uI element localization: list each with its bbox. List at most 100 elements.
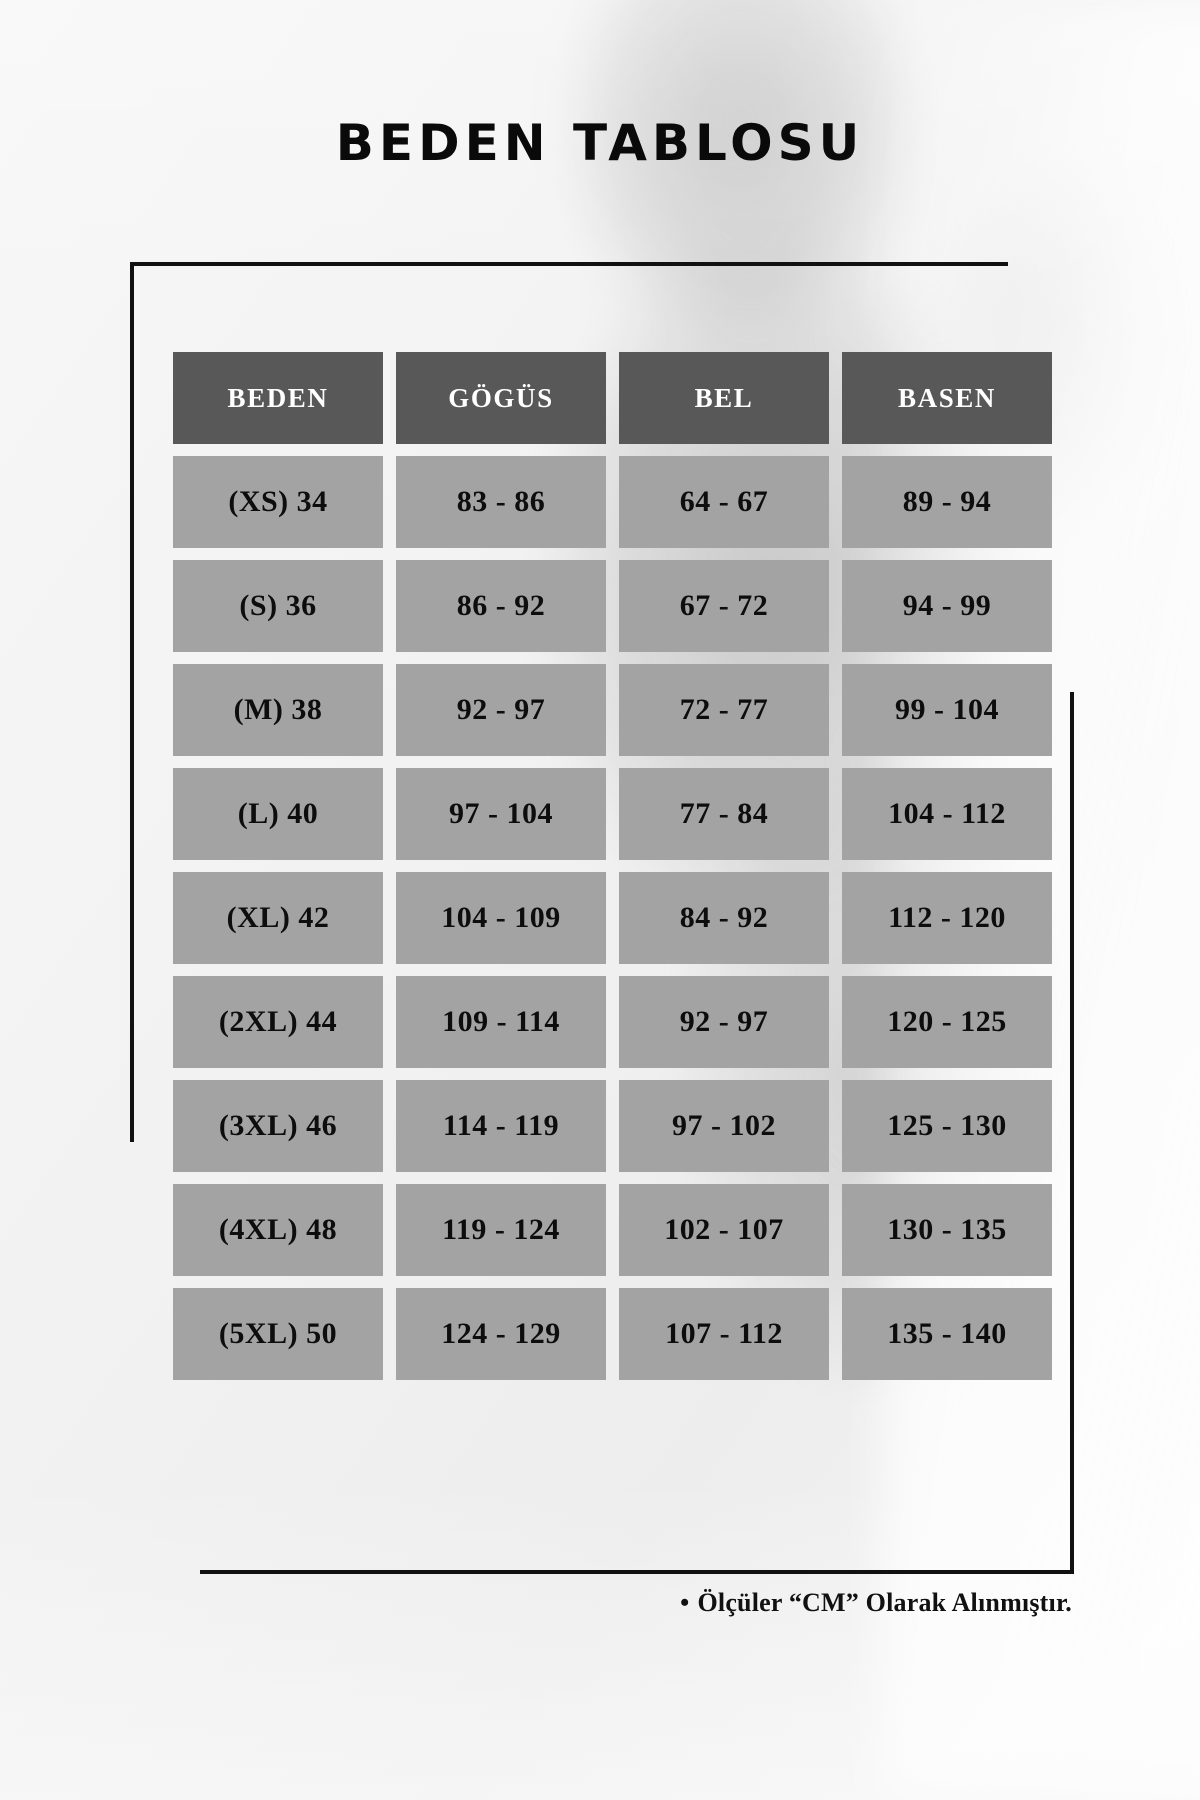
table-cell-waist-value: 84 - 92: [619, 872, 829, 964]
table-cell-hip-value: 89 - 94: [842, 456, 1052, 548]
table-row: (2XL) 44 109 - 114 92 - 97 120 - 125: [173, 976, 1052, 1068]
size-chart-table: BEDEN GÖGÜS BEL BASEN (XS) 34 83 - 86 64 -…: [160, 340, 1065, 1392]
table-cell-size-value: (2XL) 44: [173, 976, 383, 1068]
table-header: BEDEN GÖGÜS BEL BASEN: [173, 352, 1052, 444]
table-cell-chest: 124 - 129: [396, 1288, 606, 1380]
table-cell-hip: 99 - 104: [842, 664, 1052, 756]
table-cell-hip-value: 104 - 112: [842, 768, 1052, 860]
bracket-line-bottom: [200, 1570, 1074, 1574]
bracket-line-top: [130, 262, 1008, 266]
table-cell-size: (2XL) 44: [173, 976, 383, 1068]
table-cell-chest-value: 104 - 109: [396, 872, 606, 964]
table-cell-chest-value: 86 - 92: [396, 560, 606, 652]
table-cell-chest: 97 - 104: [396, 768, 606, 860]
table-cell-hip: 125 - 130: [842, 1080, 1052, 1172]
table-cell-waist: 92 - 97: [619, 976, 829, 1068]
bracket-line-left: [130, 262, 134, 1142]
table-cell-hip-value: 125 - 130: [842, 1080, 1052, 1172]
table-cell-waist: 107 - 112: [619, 1288, 829, 1380]
table-cell-size-value: (S) 36: [173, 560, 383, 652]
table-cell-chest-value: 114 - 119: [396, 1080, 606, 1172]
table-row: (XL) 42 104 - 109 84 - 92 112 - 120: [173, 872, 1052, 964]
table-cell-hip: 89 - 94: [842, 456, 1052, 548]
bracket-line-right: [1070, 692, 1074, 1574]
table-cell-waist-value: 92 - 97: [619, 976, 829, 1068]
table-cell-chest: 119 - 124: [396, 1184, 606, 1276]
table-cell-hip: 112 - 120: [842, 872, 1052, 964]
table-cell-hip-value: 112 - 120: [842, 872, 1052, 964]
table-cell-hip-value: 120 - 125: [842, 976, 1052, 1068]
measurement-unit-note: • Ölçüler “CM” Olarak Alınmıştır.: [0, 1588, 1072, 1618]
table-row: (S) 36 86 - 92 67 - 72 94 - 99: [173, 560, 1052, 652]
column-header-gogus: GÖGÜS: [396, 352, 606, 444]
table-cell-waist-value: 67 - 72: [619, 560, 829, 652]
table-header-row: BEDEN GÖGÜS BEL BASEN: [173, 352, 1052, 444]
column-header-bel-label: BEL: [619, 352, 829, 444]
table-cell-hip-value: 135 - 140: [842, 1288, 1052, 1380]
table-cell-waist: 84 - 92: [619, 872, 829, 964]
table-cell-chest: 104 - 109: [396, 872, 606, 964]
table-cell-size: (L) 40: [173, 768, 383, 860]
column-header-bel: BEL: [619, 352, 829, 444]
table-cell-size: (3XL) 46: [173, 1080, 383, 1172]
table-cell-size-value: (M) 38: [173, 664, 383, 756]
table-row: (L) 40 97 - 104 77 - 84 104 - 112: [173, 768, 1052, 860]
table-cell-size: (5XL) 50: [173, 1288, 383, 1380]
table-cell-waist: 64 - 67: [619, 456, 829, 548]
table-cell-size-value: (5XL) 50: [173, 1288, 383, 1380]
bullet-icon: •: [680, 1588, 690, 1617]
table-cell-size: (XS) 34: [173, 456, 383, 548]
column-header-gogus-label: GÖGÜS: [396, 352, 606, 444]
table-cell-size-value: (XS) 34: [173, 456, 383, 548]
table-cell-size-value: (XL) 42: [173, 872, 383, 964]
table-row: (5XL) 50 124 - 129 107 - 112 135 - 140: [173, 1288, 1052, 1380]
table-body: (XS) 34 83 - 86 64 - 67 89 - 94 (S) 36 86 - 9…: [173, 456, 1052, 1380]
table-row: (M) 38 92 - 97 72 - 77 99 - 104: [173, 664, 1052, 756]
table-cell-hip: 104 - 112: [842, 768, 1052, 860]
page-title: BEDEN TABLOSU: [335, 114, 865, 172]
table-cell-waist-value: 64 - 67: [619, 456, 829, 548]
table-cell-hip: 94 - 99: [842, 560, 1052, 652]
table-cell-chest-value: 92 - 97: [396, 664, 606, 756]
table-cell-waist-value: 102 - 107: [619, 1184, 829, 1276]
table-cell-size: (XL) 42: [173, 872, 383, 964]
table-cell-waist: 67 - 72: [619, 560, 829, 652]
table-cell-chest-value: 83 - 86: [396, 456, 606, 548]
table-cell-hip: 135 - 140: [842, 1288, 1052, 1380]
table-cell-chest: 92 - 97: [396, 664, 606, 756]
table-cell-size: (S) 36: [173, 560, 383, 652]
column-header-basen-label: BASEN: [842, 352, 1052, 444]
table-cell-waist-value: 107 - 112: [619, 1288, 829, 1380]
table-cell-chest: 114 - 119: [396, 1080, 606, 1172]
table-cell-waist-value: 97 - 102: [619, 1080, 829, 1172]
table-cell-waist: 97 - 102: [619, 1080, 829, 1172]
table-cell-size-value: (4XL) 48: [173, 1184, 383, 1276]
table-cell-waist: 72 - 77: [619, 664, 829, 756]
table-cell-chest: 86 - 92: [396, 560, 606, 652]
table-cell-chest: 109 - 114: [396, 976, 606, 1068]
table-cell-waist: 102 - 107: [619, 1184, 829, 1276]
table-cell-chest-value: 109 - 114: [396, 976, 606, 1068]
table-cell-hip-value: 99 - 104: [842, 664, 1052, 756]
table-cell-waist-value: 72 - 77: [619, 664, 829, 756]
table-cell-chest-value: 97 - 104: [396, 768, 606, 860]
measurement-unit-note-text: Ölçüler “CM” Olarak Alınmıştır.: [697, 1588, 1072, 1617]
table-cell-chest-value: 124 - 129: [396, 1288, 606, 1380]
table-cell-chest-value: 119 - 124: [396, 1184, 606, 1276]
table-cell-size-value: (3XL) 46: [173, 1080, 383, 1172]
table-cell-hip-value: 94 - 99: [842, 560, 1052, 652]
table-row: (XS) 34 83 - 86 64 - 67 89 - 94: [173, 456, 1052, 548]
table-row: (4XL) 48 119 - 124 102 - 107 130 - 135: [173, 1184, 1052, 1276]
table-cell-hip: 130 - 135: [842, 1184, 1052, 1276]
table-cell-size-value: (L) 40: [173, 768, 383, 860]
table-cell-waist-value: 77 - 84: [619, 768, 829, 860]
column-header-beden: BEDEN: [173, 352, 383, 444]
table-cell-hip-value: 130 - 135: [842, 1184, 1052, 1276]
table-cell-chest: 83 - 86: [396, 456, 606, 548]
table-row: (3XL) 46 114 - 119 97 - 102 125 - 130: [173, 1080, 1052, 1172]
table-cell-size: (M) 38: [173, 664, 383, 756]
table-cell-size: (4XL) 48: [173, 1184, 383, 1276]
table-cell-waist: 77 - 84: [619, 768, 829, 860]
column-header-beden-label: BEDEN: [173, 352, 383, 444]
table-cell-hip: 120 - 125: [842, 976, 1052, 1068]
